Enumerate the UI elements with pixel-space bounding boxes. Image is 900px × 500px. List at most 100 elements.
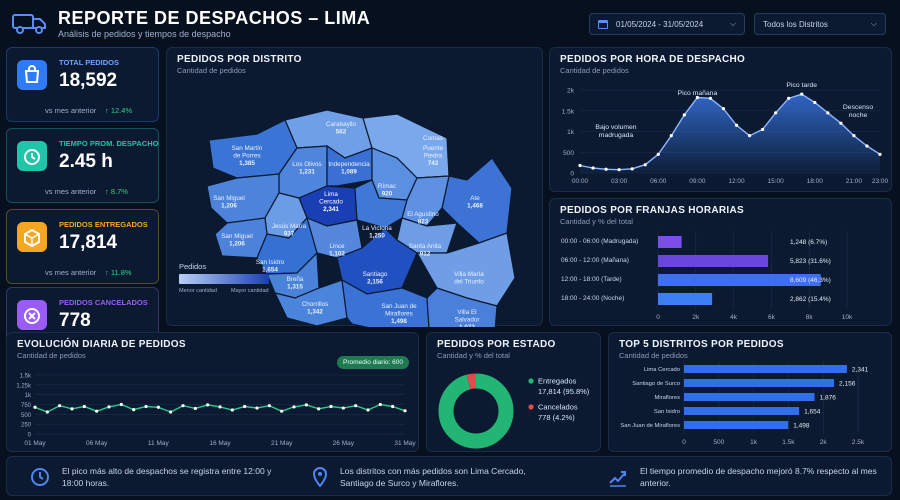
x-tick-label: 0	[682, 439, 686, 446]
category-label: 18:00 - 24:00 (Noche)	[561, 295, 624, 302]
hourly-point	[656, 152, 660, 156]
x-tick-label: 09:00	[689, 178, 706, 185]
x-tick-label: 12:00	[728, 178, 745, 185]
district-name: Jesús María	[272, 223, 307, 230]
cancel-icon	[17, 300, 47, 330]
district-name: Carabayllo	[326, 121, 357, 128]
page-title: REPORTE DE DESPACHOS – LIMA	[58, 8, 371, 28]
bar	[658, 255, 769, 267]
bar	[658, 293, 713, 305]
top5-chart: 0 500 1k 1.5k 2k 2.5k Lima Cercado 2,341 Santiag…	[620, 361, 869, 446]
district-label: Santiago 2,156	[363, 271, 388, 286]
annotation-line: madrugada	[599, 132, 634, 139]
legend-value: 778 (4.2%)	[538, 413, 575, 422]
x-tick-label: 03:00	[611, 178, 628, 185]
y-tick-label: 1.5k	[20, 374, 32, 380]
district-area	[426, 287, 498, 327]
trend-up-icon	[609, 471, 626, 487]
daily-point	[206, 403, 210, 407]
district-value: 1,206	[221, 203, 237, 210]
insight-1-text: El pico más alto de despachos se registr…	[62, 466, 272, 488]
x-tick-label: 2k	[692, 314, 700, 321]
value-label: 8,609 (46.3%)	[790, 277, 831, 284]
date-range-value: 01/05/2024 - 31/05/2024	[616, 19, 704, 29]
x-tick-label: 4k	[730, 314, 738, 321]
y-tick-label: 500	[21, 413, 32, 419]
category-label: 06:00 - 12:00 (Mañana)	[561, 257, 629, 264]
district-name: San Juan de	[381, 303, 417, 310]
hourly-point	[800, 92, 804, 96]
district-label: Villa ElSalvador1,072	[455, 309, 480, 327]
x-tick-label: 16 May	[209, 440, 231, 447]
district-value: 562	[336, 129, 347, 136]
page-subtitle: Análisis de pedidos y tiempos de despach…	[58, 29, 231, 39]
value-label: 1,248 (6.7%)	[790, 239, 827, 246]
value-label: 1,876	[820, 395, 837, 402]
map-legend-gradient	[179, 274, 269, 284]
district-value: 743	[428, 160, 439, 167]
x-tick-label: 21:00	[846, 178, 863, 185]
kpi-card: TIEMPO PROM. DESPACHO 2.45 h vs mes ante…	[6, 128, 159, 203]
kpi-delta-value: 12.4%	[110, 106, 133, 115]
date-range-select[interactable]: 01/05/2024 - 31/05/2024 ⌵	[589, 13, 745, 35]
y-tick-label: 1k	[25, 393, 32, 399]
daily-point	[378, 402, 382, 407]
bar	[684, 421, 789, 429]
franjas-panel: PEDIDOS POR FRANJAS HORARIAS Cantidad y …	[549, 198, 892, 326]
district-value: 823	[418, 219, 429, 226]
district-label: San Martín de Porres 1,385	[232, 145, 263, 167]
location-pin-icon	[312, 467, 328, 487]
x-tick-label: 1k	[750, 439, 758, 446]
category-label: San Isidro	[654, 409, 680, 415]
annotation-line: noche	[849, 112, 868, 119]
hourly-point	[787, 96, 791, 100]
district-select[interactable]: Todos los Distritos ⌵	[754, 13, 886, 35]
district-name: Villa María	[454, 271, 484, 278]
daily-point	[45, 410, 49, 414]
legend-label: Entregados	[538, 377, 577, 386]
district-name: Chorrillos	[302, 301, 329, 308]
district-value: 1,206	[229, 241, 245, 248]
y-tick-label: 1.25k	[16, 383, 32, 389]
x-tick-label: 1.5k	[782, 439, 795, 446]
district-name: Rímac	[378, 183, 396, 190]
category-label: Miraflores	[655, 395, 681, 401]
map-legend-max: Mayor cantidad	[231, 288, 269, 294]
district-value: 912	[420, 251, 431, 258]
district-value: 1,385	[239, 160, 255, 167]
daily-point	[132, 408, 136, 412]
district-label: La Victoria 1,250	[362, 225, 392, 240]
district-value: 1,654	[262, 267, 278, 274]
district-name: San Miguel	[221, 233, 253, 240]
donut-slice	[438, 373, 514, 449]
district-name: Piedra	[424, 153, 443, 160]
y-tick-label: 1k	[567, 129, 575, 136]
daily-point	[33, 405, 37, 409]
district-label: Rímac 920	[378, 183, 396, 198]
insight-3-text: El tiempo promedio de despacho mejoró 8.…	[640, 466, 877, 488]
category-label: 12:00 - 18:00 (Tarde)	[561, 276, 622, 283]
district-label: Puente Piedra 743	[423, 145, 443, 167]
district-label: San Miguel 1,206	[221, 233, 253, 248]
district-name: Comas	[423, 135, 443, 142]
value-label: 2,156	[839, 381, 856, 388]
district-name: San Martín	[232, 145, 263, 152]
kpi-delta-value: 8.7%	[110, 187, 128, 196]
category-label: Santiago de Surco	[632, 381, 680, 387]
district-value: 1,315	[287, 284, 303, 291]
district-value: 1,089	[341, 169, 357, 176]
x-tick-label: 8k	[806, 314, 814, 321]
hourly-point	[839, 121, 843, 125]
x-tick-label: 0	[656, 314, 660, 321]
district-name: San Isidro	[256, 259, 285, 266]
top5-title: TOP 5 DISTRITOS POR PEDIDOS	[619, 339, 784, 350]
daily-point	[119, 402, 123, 407]
district-label: Ate 1,468	[467, 195, 483, 210]
daily-average-badge: Promedio diario: 600	[337, 356, 409, 369]
district-value: 1,498	[391, 318, 407, 325]
hourly-point	[865, 144, 869, 148]
district-label: Villa María del Triunfo	[454, 271, 484, 286]
district-area	[354, 179, 408, 229]
x-tick-label: 31 May	[394, 440, 416, 447]
hourly-line	[579, 93, 881, 171]
